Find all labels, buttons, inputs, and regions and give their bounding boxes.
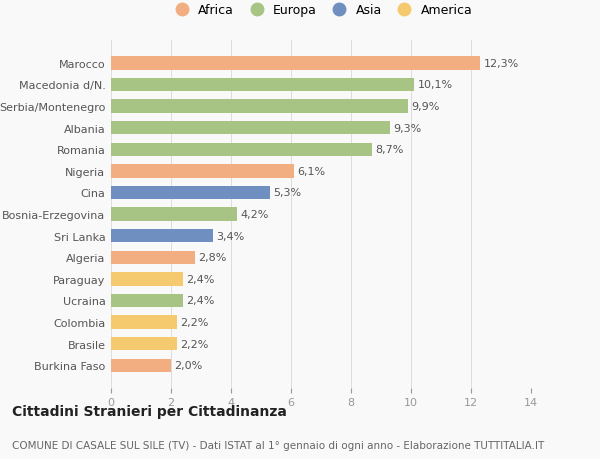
Text: 9,3%: 9,3% [394,123,422,134]
Bar [111,122,390,135]
Text: 3,4%: 3,4% [217,231,245,241]
Text: 4,2%: 4,2% [241,210,269,219]
Bar [111,273,183,286]
Text: COMUNE DI CASALE SUL SILE (TV) - Dati ISTAT al 1° gennaio di ogni anno - Elabora: COMUNE DI CASALE SUL SILE (TV) - Dati IS… [12,440,544,450]
Text: Cittadini Stranieri per Cittadinanza: Cittadini Stranieri per Cittadinanza [12,404,287,418]
Text: 8,7%: 8,7% [376,145,404,155]
Text: 2,4%: 2,4% [187,296,215,306]
Text: 10,1%: 10,1% [418,80,453,90]
Text: 2,4%: 2,4% [187,274,215,284]
Text: 2,8%: 2,8% [199,253,227,263]
Bar [111,186,270,200]
Text: 2,2%: 2,2% [181,317,209,327]
Bar [111,230,213,243]
Text: 12,3%: 12,3% [484,59,519,69]
Bar [111,337,177,351]
Legend: Africa, Europa, Asia, America: Africa, Europa, Asia, America [164,0,478,22]
Bar [111,359,171,372]
Bar [111,143,372,157]
Bar [111,100,408,113]
Text: 6,1%: 6,1% [298,167,326,176]
Bar [111,57,480,70]
Bar [111,294,183,308]
Text: 2,2%: 2,2% [181,339,209,349]
Bar [111,78,414,92]
Bar [111,208,237,221]
Bar [111,316,177,329]
Text: 9,9%: 9,9% [412,102,440,112]
Bar [111,251,195,264]
Bar [111,165,294,178]
Text: 5,3%: 5,3% [274,188,302,198]
Text: 2,0%: 2,0% [175,360,203,370]
